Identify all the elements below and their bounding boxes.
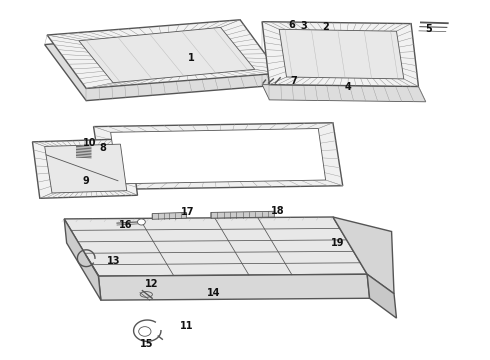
Text: 9: 9: [83, 176, 90, 186]
Text: 14: 14: [206, 288, 220, 298]
Polygon shape: [211, 211, 274, 218]
Text: 19: 19: [331, 238, 344, 248]
Text: 8: 8: [100, 143, 107, 153]
Text: 7: 7: [291, 76, 297, 86]
Text: 13: 13: [107, 256, 121, 266]
Polygon shape: [47, 20, 279, 89]
Polygon shape: [94, 123, 343, 189]
Polygon shape: [98, 274, 369, 300]
Text: 3: 3: [300, 21, 307, 31]
Polygon shape: [45, 28, 284, 101]
Text: 10: 10: [83, 138, 97, 148]
Polygon shape: [262, 22, 418, 86]
Polygon shape: [111, 129, 326, 184]
Polygon shape: [64, 219, 101, 300]
Text: 5: 5: [425, 24, 432, 34]
Text: 15: 15: [140, 339, 153, 349]
Circle shape: [138, 219, 146, 225]
Polygon shape: [79, 27, 255, 83]
Text: 6: 6: [288, 20, 295, 30]
Text: 18: 18: [271, 206, 285, 216]
Polygon shape: [367, 274, 396, 318]
Text: 2: 2: [322, 22, 329, 32]
Text: 16: 16: [119, 220, 132, 230]
Polygon shape: [333, 217, 394, 294]
Text: 12: 12: [146, 279, 159, 289]
Polygon shape: [32, 139, 138, 198]
Text: 17: 17: [181, 207, 195, 217]
Polygon shape: [64, 217, 367, 276]
Text: 11: 11: [180, 321, 193, 331]
Text: 1: 1: [188, 53, 195, 63]
Text: 4: 4: [344, 81, 351, 91]
Polygon shape: [45, 144, 127, 193]
Polygon shape: [262, 85, 426, 102]
Polygon shape: [152, 212, 186, 219]
Polygon shape: [279, 29, 404, 79]
